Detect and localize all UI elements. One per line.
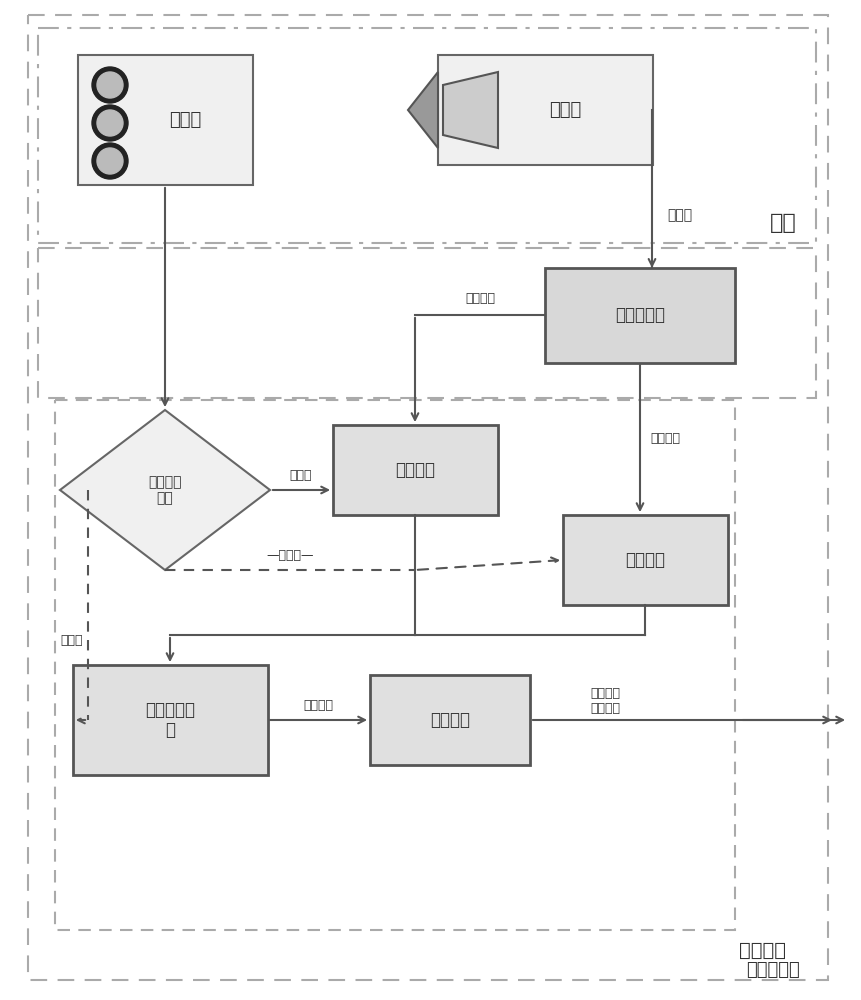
Polygon shape [408,72,438,148]
Circle shape [97,148,123,174]
Circle shape [97,72,123,98]
Text: 后端工控机: 后端工控机 [746,961,800,979]
Text: 车辆检测: 车辆检测 [395,461,435,479]
Circle shape [97,110,123,136]
Text: 视频流: 视频流 [667,208,692,222]
Circle shape [92,105,128,141]
Polygon shape [443,72,498,148]
Text: 视频采集卡: 视频采集卡 [615,306,665,324]
FancyBboxPatch shape [78,55,253,185]
Text: 实际排队
长度输出: 实际排队 长度输出 [590,687,620,715]
Text: 图像序列: 图像序列 [465,292,495,305]
Text: 控制流: 控制流 [60,634,83,647]
Text: 长度变换: 长度变换 [430,711,470,729]
Text: 控制流: 控制流 [290,469,313,482]
Text: 图像长度: 图像长度 [303,699,333,712]
Circle shape [92,67,128,103]
Polygon shape [60,410,270,570]
Text: 图像序列: 图像序列 [650,432,680,444]
Text: 信号机: 信号机 [169,111,201,129]
Text: 前端: 前端 [770,213,796,233]
Text: 摄像头: 摄像头 [548,101,581,119]
FancyBboxPatch shape [333,425,498,515]
Text: 信号相位
检测: 信号相位 检测 [148,475,182,505]
Text: 运动检测: 运动检测 [625,551,665,569]
Text: —控制流—: —控制流— [266,549,313,562]
FancyBboxPatch shape [563,515,728,605]
FancyBboxPatch shape [73,665,268,775]
Text: 检测软件: 检测软件 [740,940,786,960]
FancyBboxPatch shape [370,675,530,765]
Text: 队列长度检
测: 队列长度检 测 [145,701,195,739]
FancyBboxPatch shape [438,55,653,165]
FancyBboxPatch shape [545,268,735,363]
Circle shape [92,143,128,179]
